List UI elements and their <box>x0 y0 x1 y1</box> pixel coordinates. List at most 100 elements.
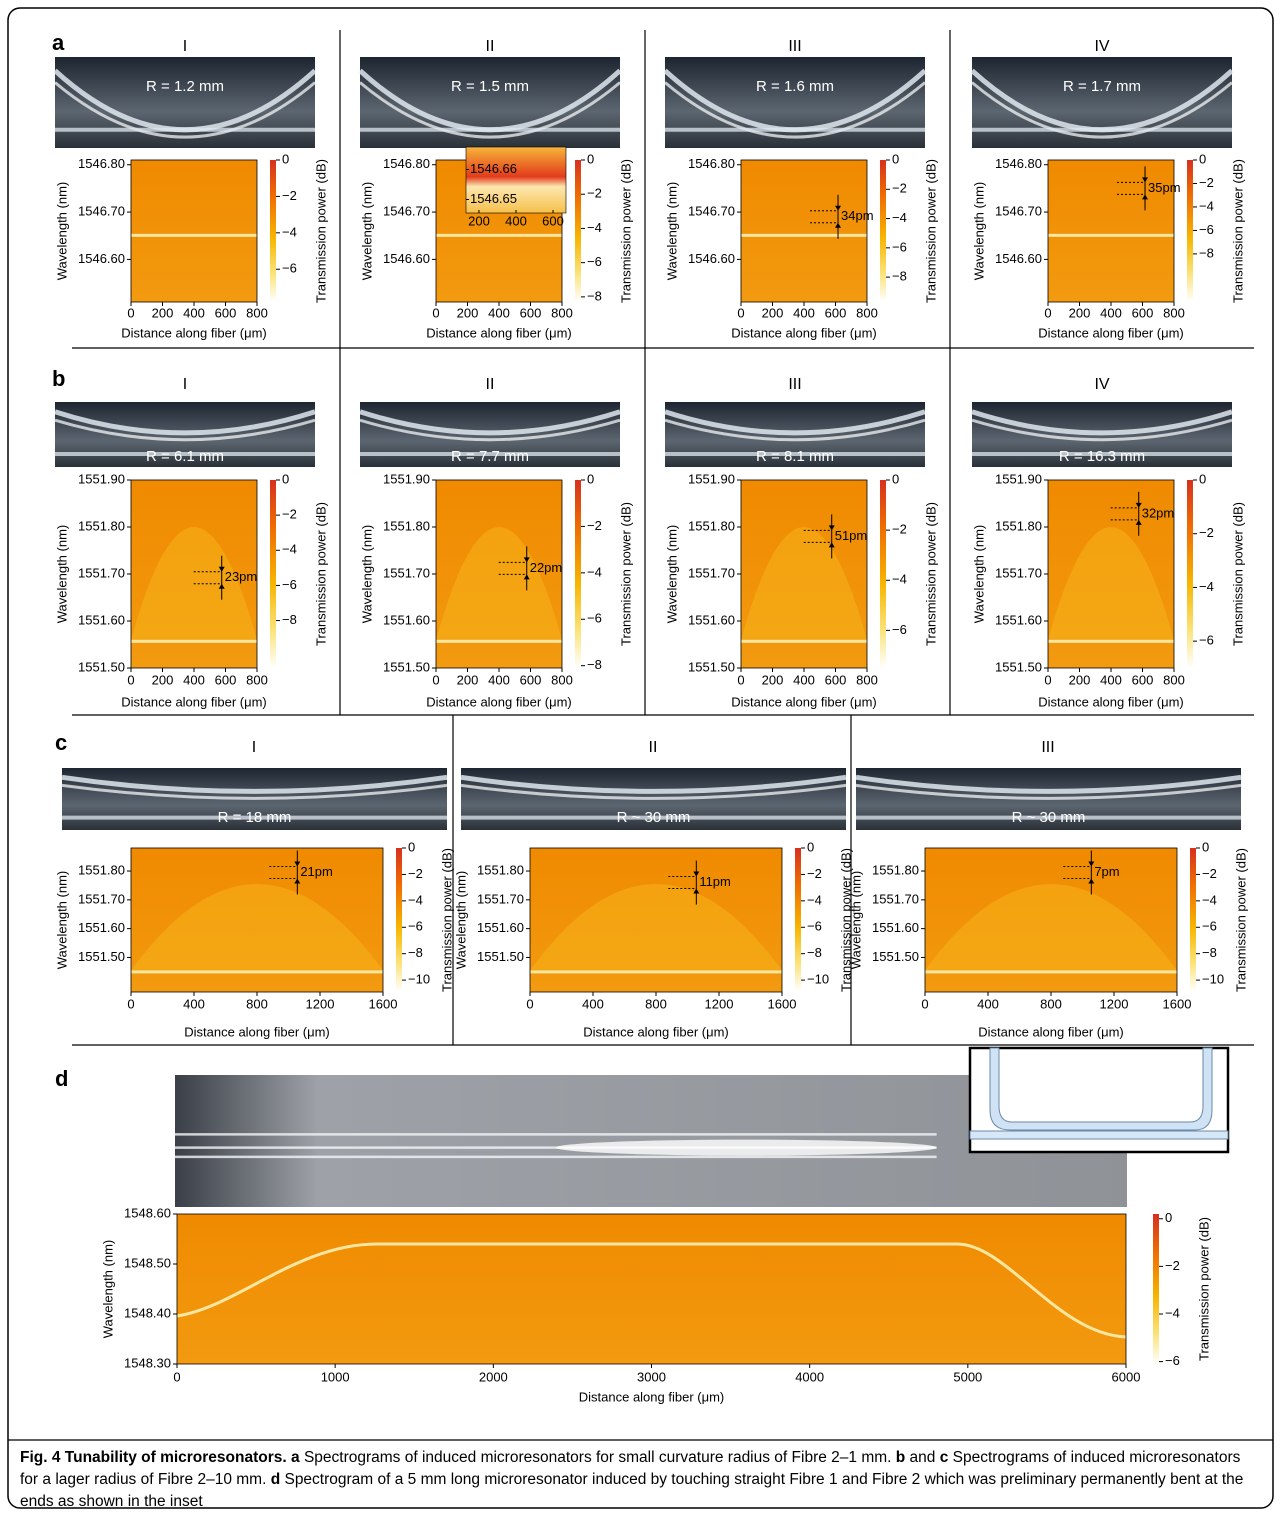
x-tick-label: 800 <box>856 672 878 687</box>
panel-subtitle: III <box>788 376 801 393</box>
figure-canvas: aIR = 1.2 mm02004006008001546.601546.701… <box>0 0 1281 1516</box>
y-tick-label: 1551.70 <box>78 565 125 580</box>
colorbar-tick-label: 0 <box>892 471 899 486</box>
y-tick-label: 1551.50 <box>477 949 524 964</box>
caption-bold: b <box>896 1449 905 1466</box>
radius-label: R = 6.1 mm <box>146 448 224 465</box>
x-axis-label: Distance along fiber (μm) <box>184 1024 330 1039</box>
x-tick-label: 1000 <box>321 1369 350 1384</box>
colorbar-tick-label: 0 <box>587 151 594 166</box>
y-tick-label: 1551.80 <box>78 862 125 877</box>
x-tick-label: 800 <box>856 305 878 320</box>
x-tick-label: 800 <box>246 672 268 687</box>
caption-text: Spectrograms of induced microresonators … <box>300 1449 896 1466</box>
colorbar-tick-label: −4 <box>408 892 423 907</box>
x-axis-label: Distance along fiber (μm) <box>1038 325 1184 340</box>
x-tick-label: 600 <box>215 305 237 320</box>
panel-subtitle: II <box>649 739 658 756</box>
y-axis-label: Wavelength (nm) <box>359 525 374 624</box>
x-tick-label: 1600 <box>768 996 797 1011</box>
y-tick-label: 1551.60 <box>872 920 919 935</box>
x-tick-label: 800 <box>551 672 573 687</box>
y-tick-label: 1546.60 <box>995 251 1042 266</box>
colorbar-tick-label: 0 <box>1165 1210 1172 1225</box>
y-tick-label: 1551.80 <box>383 518 430 533</box>
x-tick-label: 1600 <box>369 996 398 1011</box>
colorbar-label: Transmission power (dB) <box>313 502 328 646</box>
y-tick-label: 1546.60 <box>78 251 125 266</box>
colorbar-label: Transmission power (dB) <box>439 848 454 992</box>
colorbar-tick-label: −10 <box>807 972 829 987</box>
x-tick-label: 400 <box>793 305 815 320</box>
x-axis-label: Distance along fiber (μm) <box>731 694 877 709</box>
y-tick-label: 1551.60 <box>78 612 125 627</box>
colorbar-tick-label: −10 <box>408 972 430 987</box>
x-tick-label: 0 <box>127 996 134 1011</box>
y-tick-label: 1551.50 <box>995 659 1042 674</box>
annotation-label: 22pm <box>530 560 563 575</box>
annotation-label: 7pm <box>1094 864 1119 879</box>
colorbar-label: Transmission power (dB) <box>923 502 938 646</box>
x-tick-label: 600 <box>215 672 237 687</box>
y-tick-label: 1548.50 <box>124 1255 171 1270</box>
heatmap-band <box>1048 640 1174 643</box>
x-tick-label: 1600 <box>1163 996 1192 1011</box>
caption: Fig. 4 Tunability of microresonators. a … <box>20 1447 1260 1513</box>
colorbar-tick-label: −4 <box>587 564 602 579</box>
x-tick-label: 200 <box>762 305 784 320</box>
y-axis-label: Wavelength (nm) <box>54 871 69 970</box>
x-tick-label: 4000 <box>795 1369 824 1384</box>
radius-label: R ~ 30 mm <box>617 809 691 826</box>
colorbar-label: Transmission power (dB) <box>618 159 633 303</box>
colorbar-tick-label: −6 <box>892 239 907 254</box>
y-tick-label: 1546.80 <box>688 156 735 171</box>
colorbar-tick-label: −6 <box>587 254 602 269</box>
y-tick-label: 1551.60 <box>383 612 430 627</box>
caption-text: and <box>905 1449 939 1466</box>
y-tick-label: 1546.70 <box>995 204 1042 219</box>
colorbar-tick-label: −4 <box>282 224 297 239</box>
colorbar-tick-label: −4 <box>282 542 297 557</box>
colorbar-tick-label: −4 <box>892 572 907 587</box>
x-tick-label: 600 <box>825 305 847 320</box>
colorbar-tick-label: −6 <box>1199 222 1214 237</box>
colorbar-tick-label: −4 <box>807 892 822 907</box>
x-tick-label: 1200 <box>306 996 335 1011</box>
y-tick-label: 1551.50 <box>872 949 919 964</box>
colorbar-tick-label: −2 <box>1202 866 1217 881</box>
panel-subtitle: IV <box>1094 38 1109 55</box>
x-tick-label: 800 <box>1040 996 1062 1011</box>
x-tick-label: 0 <box>127 672 134 687</box>
panel-letter: d <box>55 1066 68 1091</box>
y-tick-label: 1551.50 <box>688 659 735 674</box>
colorbar-tick-label: −8 <box>1202 945 1217 960</box>
colorbar-tick-label: −2 <box>408 866 423 881</box>
radius-label: R = 1.7 mm <box>1063 78 1141 95</box>
x-axis-label: Distance along fiber (μm) <box>121 325 267 340</box>
colorbar <box>1187 160 1193 302</box>
annotation-label: 21pm <box>300 864 333 879</box>
x-tick-label: 800 <box>645 996 667 1011</box>
y-tick-label: 1548.40 <box>124 1305 171 1320</box>
y-tick-label: 1551.60 <box>688 612 735 627</box>
radius-label: R = 7.7 mm <box>451 448 529 465</box>
colorbar-tick-label: −6 <box>1202 919 1217 934</box>
colorbar <box>1190 848 1196 992</box>
x-tick-label: 2000 <box>479 1369 508 1384</box>
colorbar-tick-label: −2 <box>587 518 602 533</box>
x-axis-label: Distance along fiber (μm) <box>426 325 572 340</box>
y-tick-label: 1551.60 <box>477 920 524 935</box>
radius-label: R = 18 mm <box>218 809 292 826</box>
x-tick-label: 200 <box>152 672 174 687</box>
panel-subtitle: I <box>183 38 187 55</box>
colorbar-label: Transmission power (dB) <box>923 159 938 303</box>
colorbar-tick-label: 0 <box>1202 839 1209 854</box>
colorbar-label: Transmission power (dB) <box>618 502 633 646</box>
annotation-label: 11pm <box>699 874 731 889</box>
x-tick-label: 200 <box>152 305 174 320</box>
x-axis-label: Distance along fiber (μm) <box>731 325 877 340</box>
x-tick-label: 0 <box>737 672 744 687</box>
inset-x-tick-label: 200 <box>468 213 490 228</box>
colorbar-tick-label: −2 <box>892 522 907 537</box>
colorbar <box>575 480 581 668</box>
